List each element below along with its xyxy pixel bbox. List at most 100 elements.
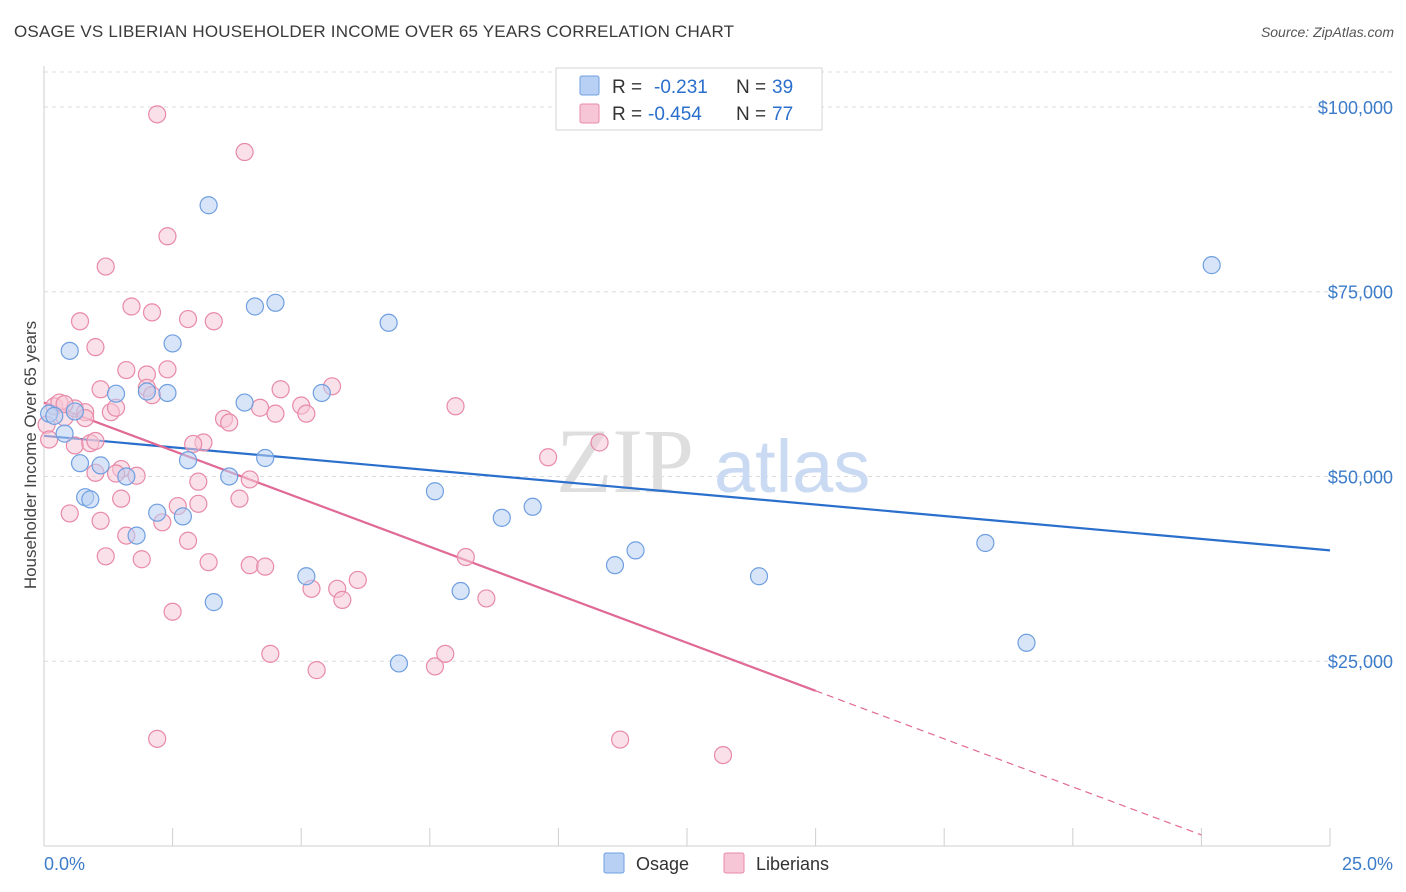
liberians-point xyxy=(148,105,167,124)
osage-point xyxy=(148,503,167,522)
osage-point xyxy=(245,297,265,316)
liberians-point xyxy=(189,472,208,491)
liberians-point xyxy=(132,550,151,569)
liberians-point xyxy=(333,590,352,609)
osage-point xyxy=(492,508,511,527)
liberians-point xyxy=(256,557,275,576)
liberians-legend-label: Liberians xyxy=(756,854,829,874)
osage-point xyxy=(220,467,239,486)
osage-point xyxy=(173,507,192,526)
stats-legend: R = -0.231 N = 39 R = -0.454 N = 77 xyxy=(555,67,823,131)
osage-legend-label: Osage xyxy=(636,854,689,874)
liberians-point xyxy=(178,309,198,329)
osage-point xyxy=(523,497,542,516)
liberians-point xyxy=(611,730,630,749)
osage-point xyxy=(91,456,110,475)
y-tick-label: $75,000 xyxy=(1328,283,1393,303)
osage-point xyxy=(70,454,90,473)
osage-point xyxy=(127,526,146,545)
liberians-point xyxy=(91,380,110,399)
watermark-zip: ZIP xyxy=(556,410,694,512)
liberians-point xyxy=(446,397,465,416)
liberians-point xyxy=(199,553,218,572)
liberians-point xyxy=(40,430,59,449)
liberians-point xyxy=(235,142,254,162)
osage-n-value: 39 xyxy=(772,77,793,98)
liberians-point xyxy=(590,433,609,452)
osage-point xyxy=(976,533,995,553)
liberians-point xyxy=(122,297,141,316)
osage-r-value: -0.231 xyxy=(654,77,708,98)
liberians-point xyxy=(240,556,259,575)
x-tick-label: 25.0% xyxy=(1342,854,1393,874)
osage-point xyxy=(749,567,769,586)
series-legend: Osage Liberians xyxy=(603,852,829,874)
liberians-point xyxy=(158,360,177,379)
x-tick-label: 0.0% xyxy=(44,854,85,874)
liberians-point xyxy=(307,661,326,680)
osage-point xyxy=(106,384,126,403)
osage-point xyxy=(117,467,136,486)
liberians-point xyxy=(142,303,162,322)
liberians-point xyxy=(250,398,270,417)
osage-point xyxy=(389,654,409,673)
liberians-point xyxy=(91,511,110,530)
osage-point xyxy=(379,313,398,332)
liberians-point xyxy=(178,531,198,550)
liberians-point xyxy=(713,745,733,765)
osage-bottom-swatch xyxy=(603,852,625,874)
liberians-point xyxy=(148,729,167,748)
liberians-point xyxy=(86,338,105,357)
osage-point xyxy=(204,593,223,612)
liberians-point xyxy=(112,489,131,508)
y-tick-label: $25,000 xyxy=(1328,652,1393,672)
liberians-point xyxy=(220,413,239,432)
osage-n-label: N = xyxy=(736,77,766,98)
liberians-point xyxy=(158,227,177,246)
osage-legend-swatch xyxy=(579,75,600,96)
osage-point xyxy=(60,341,79,360)
liberians-point xyxy=(163,602,182,621)
liberians-legend-swatch xyxy=(579,103,600,124)
watermark-atlas: atlas xyxy=(714,425,870,508)
osage-point xyxy=(178,451,198,470)
liberians-point xyxy=(230,489,249,508)
liberians-point xyxy=(96,547,115,566)
y-axis-title: Householder Income Over 65 years xyxy=(21,321,40,589)
watermark: ZIP atlas xyxy=(556,410,870,512)
liberians-point xyxy=(189,494,208,513)
liberians-point xyxy=(271,380,290,399)
source-credit: Source: ZipAtlas.com xyxy=(1260,24,1394,40)
liberians-point xyxy=(436,644,455,663)
osage-point xyxy=(297,567,316,586)
liberians-trend-line xyxy=(43,401,816,692)
liberians-point xyxy=(60,504,79,523)
liberians-point xyxy=(539,448,558,467)
liberians-n-label: N = xyxy=(736,104,766,125)
osage-point xyxy=(266,293,285,312)
osage-point xyxy=(137,382,156,401)
osage-point xyxy=(1202,256,1221,275)
liberians-trend-extension xyxy=(815,690,1202,836)
liberians-r-value: -0.454 xyxy=(648,104,702,125)
y-tick-label: $100,000 xyxy=(1318,98,1393,118)
osage-point xyxy=(425,482,445,501)
chart-title: OSAGE VS LIBERIAN HOUSEHOLDER INCOME OVE… xyxy=(14,22,735,41)
liberians-point xyxy=(204,312,223,331)
liberians-point xyxy=(117,360,136,380)
osage-point xyxy=(1017,633,1036,652)
osage-point xyxy=(199,196,218,215)
liberians-point xyxy=(297,404,316,423)
osage-point xyxy=(81,490,100,509)
liberians-point xyxy=(261,644,280,663)
osage-r-label: R = xyxy=(612,77,642,98)
liberians-point xyxy=(86,431,105,451)
osage-point xyxy=(163,334,182,353)
osage-point xyxy=(65,402,84,421)
liberians-point xyxy=(456,547,475,567)
osage-point xyxy=(451,581,470,601)
liberians-point xyxy=(96,257,115,276)
liberians-point xyxy=(184,434,203,454)
osage-point xyxy=(605,556,625,575)
osage-points xyxy=(40,196,1221,673)
